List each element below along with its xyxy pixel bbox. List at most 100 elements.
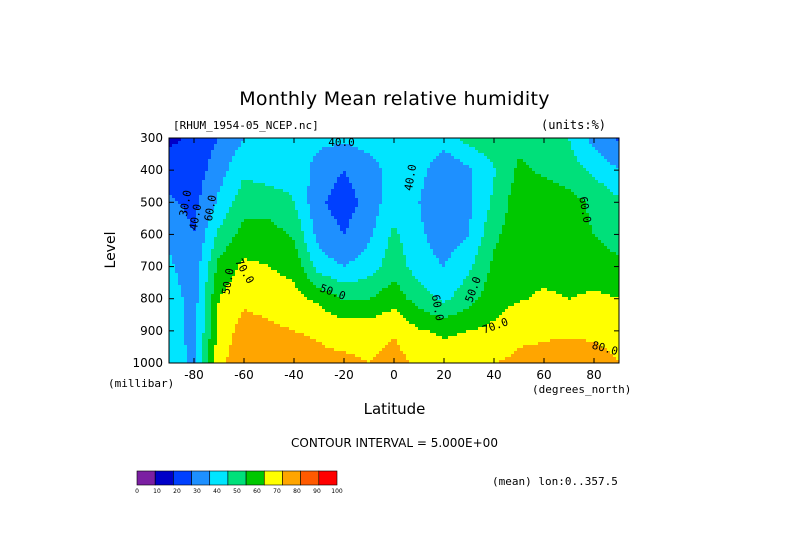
humidity-cell (343, 210, 347, 214)
humidity-cell (292, 171, 296, 175)
humidity-cell (559, 210, 563, 214)
humidity-cell (535, 195, 539, 199)
humidity-cell (505, 180, 509, 184)
humidity-cell (400, 180, 404, 184)
humidity-cell (190, 168, 194, 172)
humidity-cell (331, 198, 335, 202)
humidity-cell (529, 192, 533, 196)
humidity-cell (589, 189, 593, 193)
humidity-cell (244, 186, 248, 190)
humidity-cell (244, 204, 248, 208)
humidity-cell (331, 156, 335, 160)
humidity-cell (433, 186, 437, 190)
humidity-cell (451, 141, 455, 145)
humidity-cell (595, 141, 599, 145)
humidity-cell (352, 231, 356, 235)
humidity-cell (211, 150, 215, 154)
humidity-cell (448, 222, 452, 226)
humidity-cell (505, 138, 509, 142)
humidity-cell (271, 198, 275, 202)
humidity-cell (316, 219, 320, 223)
humidity-cell (250, 144, 254, 148)
humidity-cell (343, 216, 347, 220)
humidity-cell (499, 195, 503, 199)
humidity-cell (460, 147, 464, 151)
humidity-cell (244, 141, 248, 145)
humidity-cell (352, 219, 356, 223)
humidity-cell (415, 216, 419, 220)
humidity-cell (244, 144, 248, 148)
humidity-cell (403, 201, 407, 205)
humidity-cell (220, 204, 224, 208)
humidity-cell (313, 156, 317, 160)
humidity-cell (334, 204, 338, 208)
humidity-cell (307, 144, 311, 148)
humidity-cell (385, 201, 389, 205)
humidity-cell (505, 234, 509, 238)
humidity-cell (190, 174, 194, 178)
humidity-cell (274, 231, 278, 235)
humidity-cell (175, 153, 179, 157)
humidity-cell (400, 219, 404, 223)
humidity-cell (403, 192, 407, 196)
humidity-cell (175, 171, 179, 175)
humidity-cell (391, 231, 395, 235)
humidity-cell (355, 180, 359, 184)
humidity-cell (463, 147, 467, 151)
humidity-cell (439, 210, 443, 214)
humidity-cell (346, 165, 350, 169)
humidity-cell (478, 153, 482, 157)
humidity-cell (271, 183, 275, 187)
humidity-cell (241, 231, 245, 235)
humidity-cell (430, 174, 434, 178)
humidity-cell (493, 228, 497, 232)
humidity-cell (397, 216, 401, 220)
humidity-cell (238, 204, 242, 208)
humidity-cell (451, 189, 455, 193)
humidity-cell (190, 195, 194, 199)
humidity-cell (286, 159, 290, 163)
humidity-cell (184, 222, 188, 226)
humidity-cell (181, 207, 185, 211)
humidity-cell (325, 228, 329, 232)
humidity-cell (343, 144, 347, 148)
humidity-cell (235, 162, 239, 166)
humidity-cell (346, 216, 350, 220)
humidity-cell (343, 198, 347, 202)
humidity-cell (415, 141, 419, 145)
humidity-cell (199, 198, 203, 202)
humidity-cell (496, 213, 500, 217)
humidity-cell (442, 177, 446, 181)
humidity-cell (490, 159, 494, 163)
humidity-cell (508, 210, 512, 214)
humidity-cell (313, 207, 317, 211)
humidity-cell (406, 180, 410, 184)
humidity-cell (454, 207, 458, 211)
humidity-cell (187, 225, 191, 229)
humidity-cell (412, 168, 416, 172)
humidity-cell (583, 144, 587, 148)
humidity-cell (568, 156, 572, 160)
humidity-cell (241, 198, 245, 202)
humidity-cell (247, 195, 251, 199)
humidity-cell (295, 234, 299, 238)
humidity-cell (178, 147, 182, 151)
humidity-cell (196, 228, 200, 232)
humidity-cell (481, 216, 485, 220)
humidity-cell (457, 162, 461, 166)
humidity-cell (175, 177, 179, 181)
humidity-cell (583, 171, 587, 175)
humidity-cell (322, 171, 326, 175)
humidity-cell (490, 213, 494, 217)
humidity-cell (427, 138, 431, 142)
humidity-cell (274, 141, 278, 145)
humidity-cell (178, 192, 182, 196)
humidity-cell (511, 183, 515, 187)
humidity-cell (337, 192, 341, 196)
humidity-cell (436, 231, 440, 235)
humidity-cell (178, 156, 182, 160)
humidity-cell (232, 180, 236, 184)
humidity-cell (421, 195, 425, 199)
humidity-cell (286, 147, 290, 151)
humidity-cell (559, 216, 563, 220)
